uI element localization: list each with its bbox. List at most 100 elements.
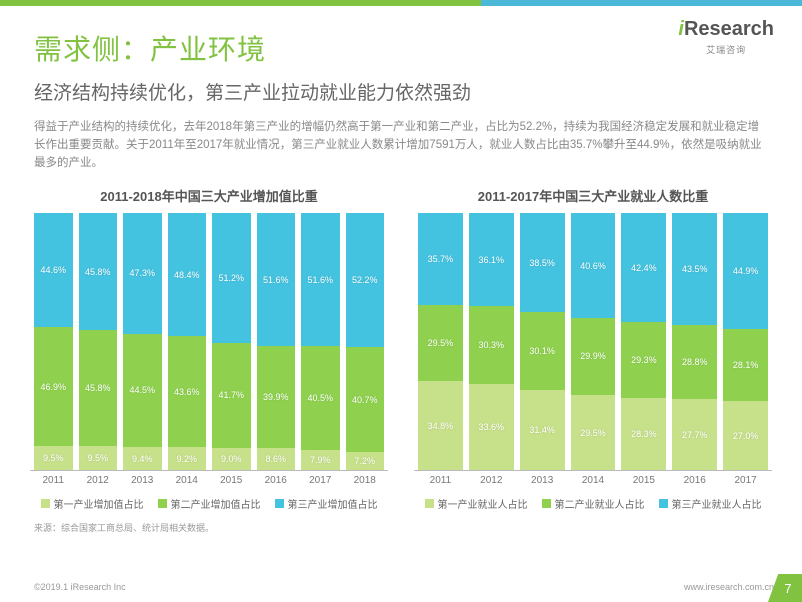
bar-segment: 30.1% xyxy=(520,312,565,389)
bar-segment-label: 27.7% xyxy=(682,430,708,440)
bar-segment: 7.9% xyxy=(301,450,340,470)
bar-segment-label: 46.9% xyxy=(40,382,66,392)
legend-swatch xyxy=(41,499,50,508)
bar-segment: 28.8% xyxy=(672,325,717,399)
legend-swatch xyxy=(542,499,551,508)
footer: ©2019.1 iResearch Inc www.iresearch.com.… xyxy=(34,582,774,592)
chart-left-legend: 第一产业增加值占比第二产业增加值占比第三产业增加值占比 xyxy=(30,496,388,511)
bar-column: 43.5% 28.8% 27.7% xyxy=(672,213,717,470)
bar-segment: 7.2% xyxy=(346,452,385,470)
bar-column: 52.2%40.7%7.2% xyxy=(346,213,385,470)
bar-column: 48.4% 43.6% 9.2% xyxy=(168,213,207,470)
legend-item: 第一产业增加值占比 xyxy=(41,496,144,511)
chart-right-title: 2011-2017年中国三大产业就业人数比重 xyxy=(414,186,772,205)
bar-segment-label: 43.6% xyxy=(174,387,200,397)
bar-segment: 44.5% xyxy=(123,334,162,447)
bar-segment-label: 33.6% xyxy=(479,422,505,432)
bar-segment: 51.6% xyxy=(257,213,296,345)
legend-swatch xyxy=(275,499,284,508)
x-axis-label: 2018 xyxy=(346,475,385,486)
page-subtitle: 经济结构持续优化，第三产业拉动就业能力依然强劲 xyxy=(34,78,802,105)
bar-segment-label: 45.8% xyxy=(85,267,111,277)
bar-segment-label: 28.8% xyxy=(682,357,708,367)
bar-column: 36.1% 30.3% 33.6% xyxy=(469,213,514,470)
bar-segment-label: 35.7% xyxy=(428,254,454,264)
bar-segment: 52.2% xyxy=(346,213,385,347)
header-accent-bar xyxy=(0,0,802,6)
bar-segment-label: 40.5% xyxy=(307,393,333,403)
bar-segment: 27.0% xyxy=(723,401,768,470)
bar-segment: 29.9% xyxy=(571,318,616,395)
bar-segment-label: 31.4% xyxy=(529,425,555,435)
bar-segment: 46.9% xyxy=(34,327,73,446)
bar-segment-label: 44.5% xyxy=(129,385,155,395)
x-axis-label: 2015 xyxy=(212,475,251,486)
charts-container: 2011-2018年中国三大产业增加值比重 44.6%46.9%9.5%45.8… xyxy=(30,186,772,511)
legend-label: 第三产业就业人占比 xyxy=(672,496,762,511)
bar-segment: 40.7% xyxy=(346,347,385,452)
bar-segment: 40.6% xyxy=(571,213,616,317)
bar-segment-label: 34.8% xyxy=(428,421,454,431)
bar-column: 35.7% 29.5% 34.8% xyxy=(418,213,463,470)
bar-segment: 43.6% xyxy=(168,336,207,447)
bar-segment: 27.7% xyxy=(672,399,717,470)
bar-column: 40.6%29.9% 29.5% xyxy=(571,213,616,470)
bar-segment: 44.9% xyxy=(723,213,768,328)
brand-name: iResearch xyxy=(678,18,774,41)
bar-segment: 29.5% xyxy=(571,395,616,471)
legend-label: 第三产业增加值占比 xyxy=(288,496,378,511)
legend-swatch xyxy=(425,499,434,508)
brand-sub: 艾瑞咨询 xyxy=(678,43,774,56)
x-axis-label: 2013 xyxy=(123,475,162,486)
bar-segment-label: 39.9% xyxy=(263,392,289,402)
bar-segment: 42.4% xyxy=(621,213,666,322)
bar-segment-label: 42.4% xyxy=(631,263,657,273)
bar-column: 45.8%45.8%9.5% xyxy=(79,213,118,470)
bar-column: 42.4%29.3%28.3% xyxy=(621,213,666,470)
bar-segment-label: 29.5% xyxy=(580,428,606,438)
x-axis-label: 2011 xyxy=(418,475,463,486)
bar-segment: 8.6% xyxy=(257,448,296,470)
bar-segment: 9.4% xyxy=(123,447,162,471)
bar-segment-label: 9.2% xyxy=(176,454,197,464)
bar-segment-label: 44.6% xyxy=(40,265,66,275)
chart-left-title: 2011-2018年中国三大产业增加值比重 xyxy=(30,186,388,205)
bar-segment: 51.6% xyxy=(301,213,340,346)
bar-segment: 43.5% xyxy=(672,213,717,325)
bar-segment-label: 29.5% xyxy=(428,338,454,348)
bar-segment: 9.5% xyxy=(34,446,73,470)
bar-segment: 40.5% xyxy=(301,346,340,450)
x-axis-label: 2013 xyxy=(520,475,565,486)
x-axis-label: 2017 xyxy=(723,475,768,486)
bar-column: 51.6% 40.5% 7.9% xyxy=(301,213,340,470)
bar-segment-label: 41.7% xyxy=(218,390,244,400)
bar-segment-label: 36.1% xyxy=(479,255,505,265)
bar-column: 44.6% 46.9% 9.5% xyxy=(34,213,73,470)
bar-segment: 47.3% xyxy=(123,213,162,333)
bar-segment-label: 9.0% xyxy=(221,454,242,464)
bar-column: 38.5%30.1%31.4% xyxy=(520,213,565,470)
bar-segment-label: 30.1% xyxy=(529,346,555,356)
chart-left-xlabels: 20112012201320142015201620172018 xyxy=(30,471,388,486)
legend-label: 第一产业增加值占比 xyxy=(54,496,144,511)
x-axis-label: 2014 xyxy=(571,475,616,486)
bar-segment-label: 28.1% xyxy=(733,360,759,370)
bar-segment-label: 30.3% xyxy=(479,340,505,350)
bar-segment: 51.2% xyxy=(212,213,251,342)
bar-column: 51.2% 41.7% 9.0% xyxy=(212,213,251,470)
bar-segment-label: 28.3% xyxy=(631,429,657,439)
legend-label: 第一产业就业人占比 xyxy=(438,496,528,511)
bar-segment: 48.4% xyxy=(168,213,207,336)
bar-segment: 9.0% xyxy=(212,448,251,471)
bar-segment: 44.6% xyxy=(34,213,73,326)
bar-segment-label: 51.6% xyxy=(263,275,289,285)
body-paragraph: 得益于产业结构的持续优化，去年2018年第三产业的增幅仍然高于第一产业和第二产业… xyxy=(34,119,768,172)
bar-segment: 28.3% xyxy=(621,398,666,471)
bar-segment: 9.2% xyxy=(168,447,207,470)
x-axis-label: 2011 xyxy=(34,475,73,486)
bar-segment: 31.4% xyxy=(520,390,565,471)
bar-segment-label: 7.9% xyxy=(310,455,331,465)
bar-segment-label: 8.6% xyxy=(265,454,286,464)
bar-segment-label: 51.2% xyxy=(218,273,244,283)
bar-segment: 36.1% xyxy=(469,213,514,306)
